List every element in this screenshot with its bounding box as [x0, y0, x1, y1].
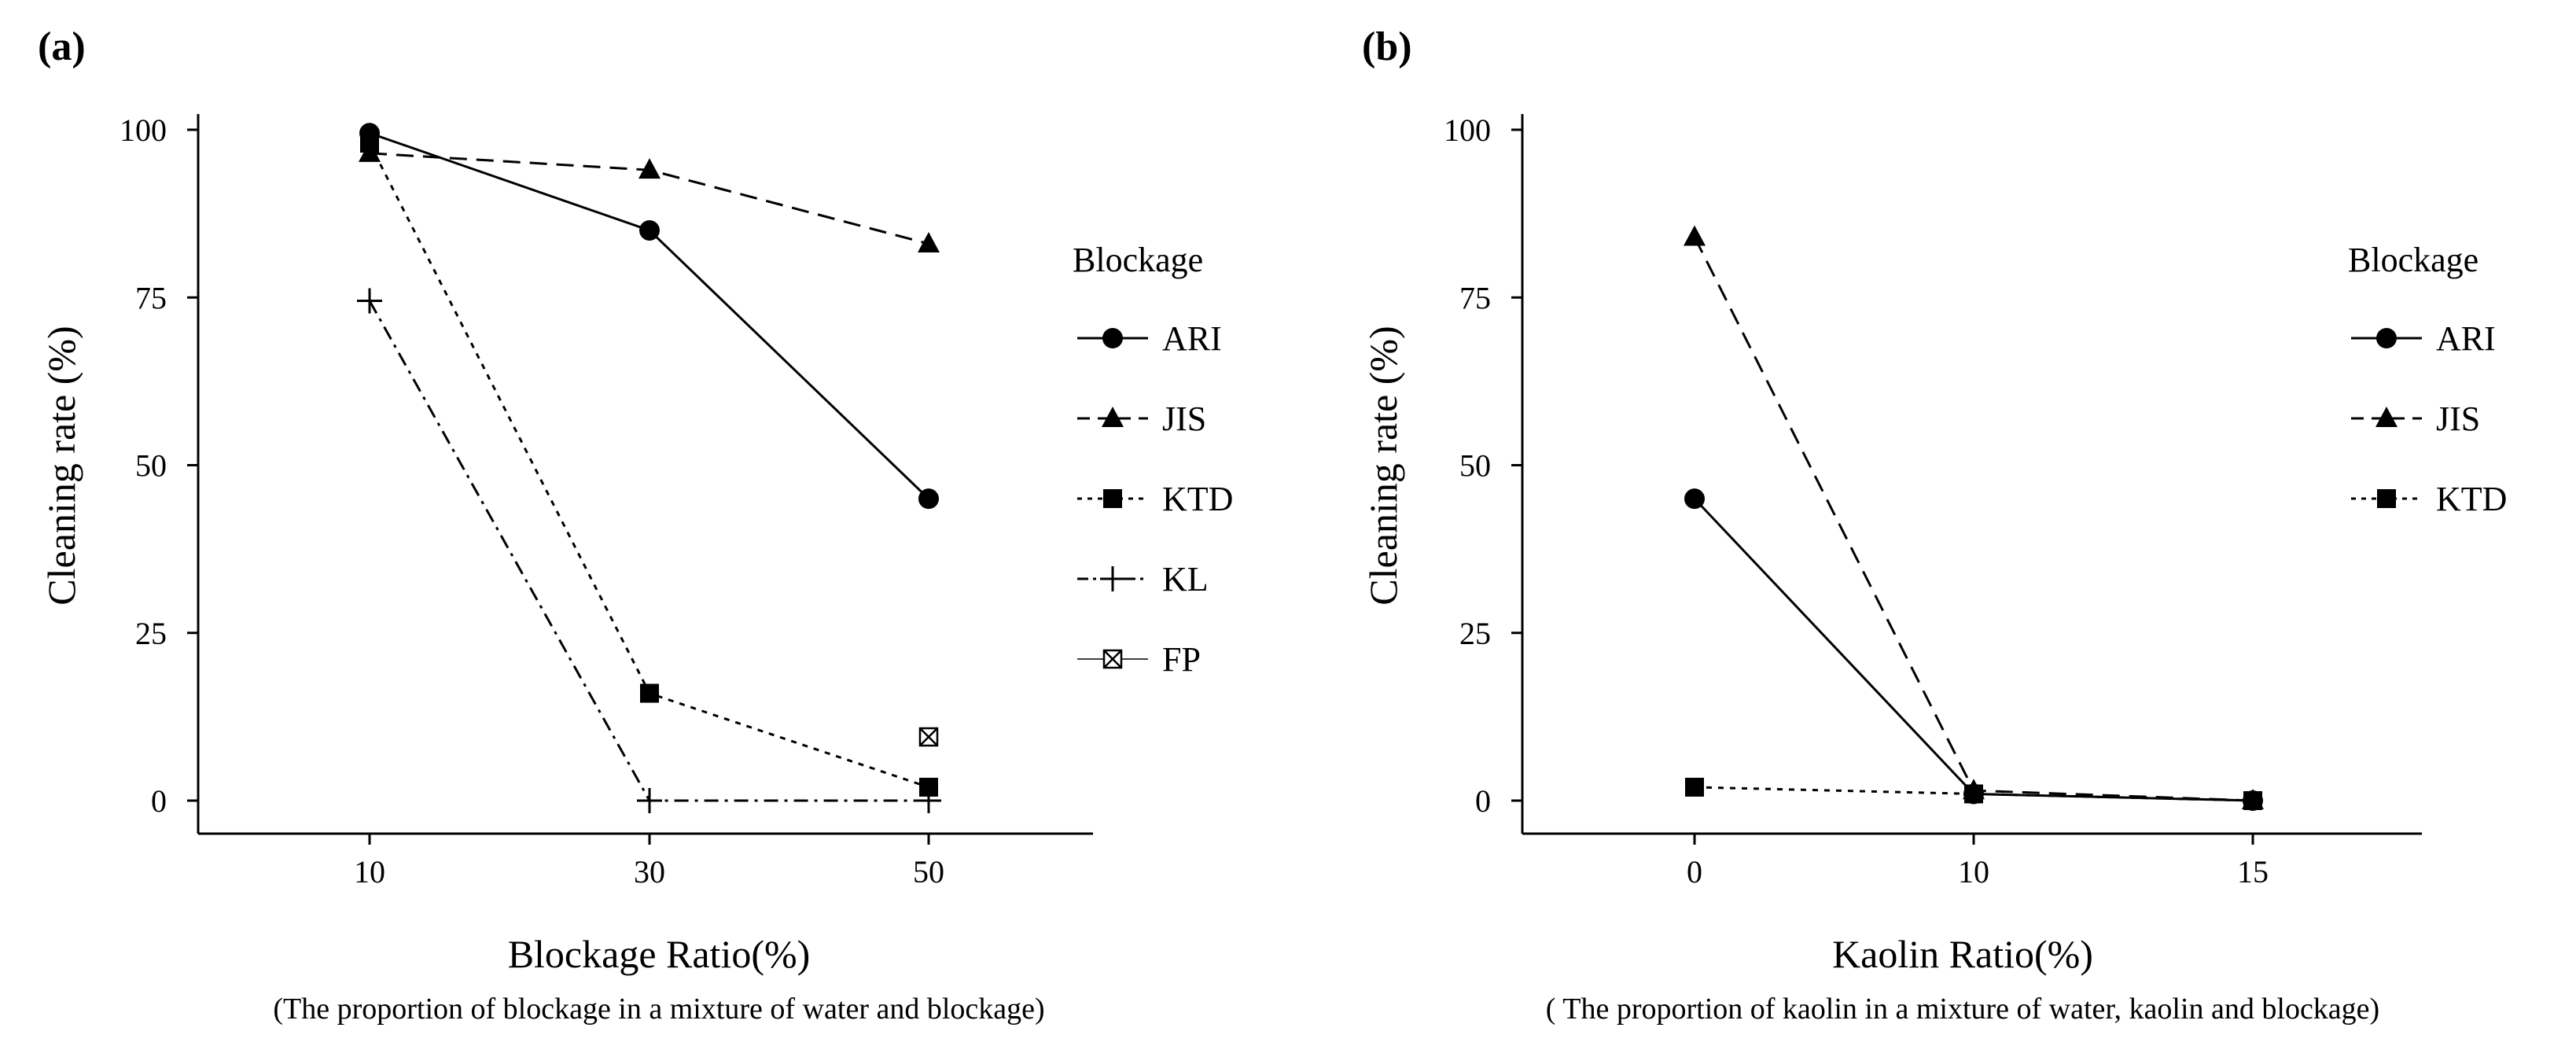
panel-b-x-tick-label: 0 [1687, 854, 1702, 889]
panel-a-legend-title: Blockage [1073, 241, 1203, 279]
panel-a-x-axis-label: Blockage Ratio(%) [508, 932, 811, 976]
panel-b-y-axis-label: Cleaning rate (%) [1361, 326, 1405, 605]
panel-b-y-tick-label: 75 [1459, 280, 1491, 315]
panel-b-y-tick-label: 0 [1475, 783, 1491, 819]
panel-b-legend-marker-jis [2375, 407, 2398, 427]
panel-a-point-kl [357, 288, 382, 314]
panel-b-x-tick-label: 10 [1958, 854, 1989, 889]
panel-a: (a) Cleaning rate (%) Blockage Ratio(%) … [38, 24, 1203, 1026]
panel-b-x-tick-label: 15 [2237, 854, 2269, 889]
panel-a-y-tick-label: 100 [120, 112, 167, 148]
panel-a-point-ktd [640, 683, 659, 703]
panel-b-legend-label-ktd: KTD [2436, 480, 2507, 518]
panel-b-y-tick-label: 25 [1459, 616, 1491, 651]
panel-b-y-tick-label: 50 [1459, 448, 1491, 484]
panel-b-point-jis [1684, 225, 1706, 246]
panel-b-point-ari [1684, 488, 1705, 510]
panel-a-legend-label-ktd: KTD [1162, 480, 1233, 518]
panel-b-legend-title: Blockage [2348, 241, 2478, 279]
panel-a-legend-marker-kl [1100, 566, 1125, 591]
panel-a-x-axis-sublabel: (The proportion of blockage in a mixture… [273, 993, 1044, 1026]
panel-a-legend-label-ari: ARI [1162, 319, 1222, 358]
panel-b-legend-marker-ari [2376, 328, 2397, 348]
panel-a-point-ari [918, 488, 939, 510]
panel-a-legend-marker-jis [1102, 407, 1124, 427]
panel-b-legend-marker-ktd [2377, 489, 2396, 508]
panel-a-legend-label-jis: JIS [1162, 400, 1206, 438]
panel-b-legend-label-jis: JIS [2436, 400, 2480, 438]
panel-b-legend-label-ari: ARI [2436, 319, 2496, 358]
panel-a-y-tick-label: 75 [135, 280, 167, 315]
panel-a-y-tick-label: 25 [135, 616, 167, 651]
panel-b-x-axis-label: Kaolin Ratio(%) [1832, 932, 2093, 976]
panel-a-x-tick-label: 10 [354, 854, 385, 889]
panel-b-y-tick-label: 100 [1444, 112, 1491, 148]
panel-a-point-ktd [360, 134, 379, 153]
panel-a-legend-marker-ari [1102, 328, 1123, 348]
panel-a-legend-marker-fp [1102, 649, 1123, 669]
panel-a-legend-label-kl: KL [1162, 560, 1209, 598]
panel-b: (b) Cleaning rate (%) Kaolin Ratio(%) ( … [1361, 24, 2478, 1026]
panel-a-x-tick-label: 50 [913, 854, 944, 889]
panel-a-y-tick-label: 50 [135, 448, 167, 484]
panel-a-point-kl [916, 788, 941, 813]
panel-b-point-ktd [1964, 784, 1983, 804]
panel-b-series-line-ktd [1694, 786, 2254, 802]
panel-a-point-kl [637, 788, 662, 813]
panel-b-x-axis-sublabel: ( The proportion of kaolin in a mixture … [1546, 993, 2379, 1026]
panel-a-point-ari [639, 219, 660, 241]
panel-b-label: (b) [1362, 24, 1412, 69]
panel-a-point-fp [918, 727, 939, 747]
panel-a-y-axis-label: Cleaning rate (%) [39, 326, 83, 605]
panel-a-legend-label-fp: FP [1162, 640, 1201, 679]
panel-a-y-tick-label: 0 [151, 783, 167, 819]
panel-a-point-jis [918, 232, 940, 253]
panel-b-point-ktd [1685, 777, 1704, 797]
panel-a-point-jis [638, 158, 661, 179]
panel-b-point-ktd [2243, 791, 2262, 810]
panel-a-legend-marker-ktd [1103, 489, 1122, 508]
panel-a-x-tick-label: 30 [634, 854, 665, 889]
panel-a-label: (a) [38, 24, 86, 69]
